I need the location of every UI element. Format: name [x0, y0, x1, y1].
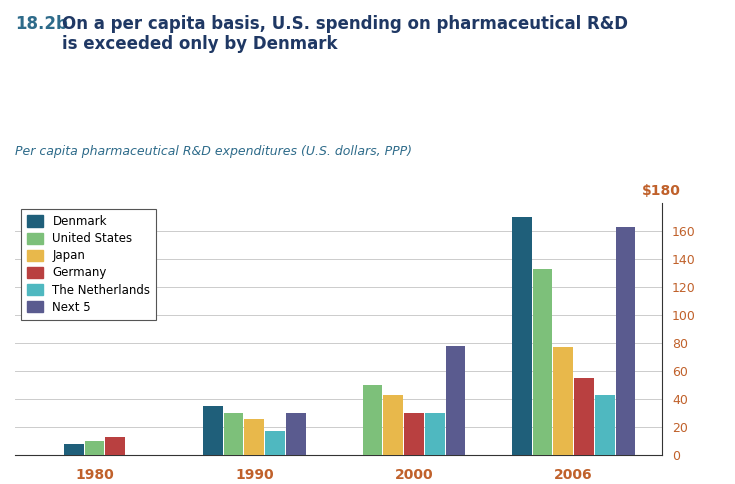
Legend: Denmark, United States, Japan, Germany, The Netherlands, Next 5: Denmark, United States, Japan, Germany, … — [21, 209, 157, 319]
Bar — [384, 395, 403, 455]
Bar — [574, 378, 594, 455]
Bar — [512, 217, 531, 455]
Bar — [223, 413, 243, 455]
Bar — [245, 419, 264, 455]
Bar — [425, 413, 445, 455]
Bar — [445, 346, 465, 455]
Bar — [595, 395, 614, 455]
Bar — [286, 413, 306, 455]
Bar — [64, 444, 84, 455]
Text: $180: $180 — [642, 184, 681, 198]
Bar — [533, 269, 553, 455]
Bar — [362, 385, 382, 455]
Bar — [616, 227, 636, 455]
Bar — [105, 437, 125, 455]
Bar — [203, 406, 223, 455]
Bar — [553, 348, 573, 455]
Text: 18.2b: 18.2b — [15, 15, 68, 32]
Bar — [85, 441, 104, 455]
Text: Per capita pharmaceutical R&D expenditures (U.S. dollars, PPP): Per capita pharmaceutical R&D expenditur… — [15, 145, 412, 158]
Bar — [265, 431, 285, 455]
Text: On a per capita basis, U.S. spending on pharmaceutical R&D
is exceeded only by D: On a per capita basis, U.S. spending on … — [62, 15, 628, 53]
Bar — [404, 413, 424, 455]
